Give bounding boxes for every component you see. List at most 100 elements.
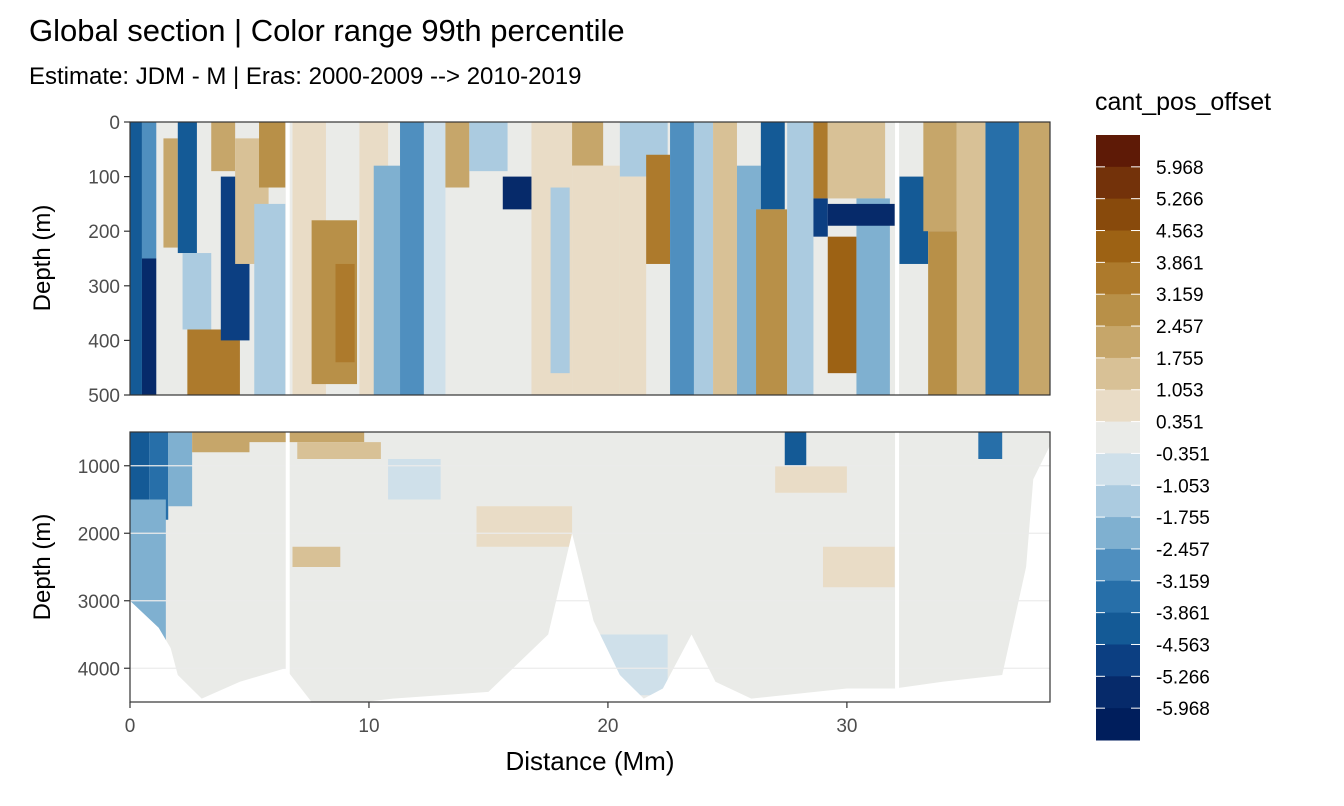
x-axis-label: Distance (Mm) <box>505 746 674 776</box>
field-cell <box>713 122 737 395</box>
legend-swatch <box>1096 166 1140 200</box>
data-gap <box>285 122 290 395</box>
legend-swatch <box>1096 421 1140 454</box>
field-cell <box>572 165 620 395</box>
field-cell <box>297 442 381 459</box>
legend-swatch <box>1096 612 1140 645</box>
field-cell <box>388 459 441 500</box>
x-tick-label: 10 <box>358 716 379 737</box>
x-tick-label: 20 <box>597 716 618 737</box>
legend-swatch <box>1096 135 1140 168</box>
field-cell <box>928 231 962 395</box>
field-cell <box>827 203 895 226</box>
chart-subtitle: Estimate: JDM - M | Eras: 2000-2009 --> … <box>29 63 581 90</box>
field-cell <box>476 506 573 547</box>
panel-frame <box>129 121 1051 396</box>
legend-swatch <box>1096 230 1140 263</box>
field-cell <box>450 187 532 395</box>
chart-title: Global section | Color range 99th percen… <box>29 13 625 48</box>
field-cell <box>445 122 470 188</box>
legend-label: 1.755 <box>1156 349 1204 370</box>
legend-swatch <box>1096 453 1140 486</box>
field-cell <box>572 122 604 166</box>
legend-swatch <box>1096 326 1140 359</box>
field-cell <box>177 122 197 254</box>
field-cell <box>550 187 570 374</box>
field-cell <box>423 122 446 395</box>
legend-swatch <box>1096 262 1140 295</box>
legend-title: cant_pos_offset <box>1095 88 1271 116</box>
field-cell <box>923 122 957 232</box>
legend-swatch <box>1096 517 1140 550</box>
legend-label: -3.861 <box>1156 604 1210 625</box>
legend-label: 5.968 <box>1156 158 1204 179</box>
y-tick-label: 4000 <box>78 659 120 680</box>
legend-swatch <box>1096 676 1140 709</box>
x-tick-label: 30 <box>836 716 857 737</box>
field-cell <box>141 122 157 259</box>
legend-label: 3.861 <box>1156 253 1204 274</box>
field-cell <box>182 253 212 330</box>
field-cell <box>827 236 857 374</box>
legend-label: -4.563 <box>1156 635 1210 656</box>
legend-swatch <box>1096 708 1140 741</box>
upper-panel: 0 100 200 300 400 500 <box>88 113 1051 407</box>
legend-label: -0.351 <box>1156 444 1210 465</box>
y-tick-label: 100 <box>88 168 120 189</box>
y-tick-label: 3000 <box>78 592 120 613</box>
data-gap <box>895 432 900 702</box>
field-cell <box>619 176 647 395</box>
field-cell <box>168 432 193 507</box>
field-cell <box>693 122 714 395</box>
legend-swatch <box>1096 357 1140 391</box>
field-cell <box>259 122 286 188</box>
legend-label: 1.053 <box>1156 381 1204 402</box>
field-cell <box>736 165 761 395</box>
y-tick-label: 400 <box>88 331 120 352</box>
seafloor-mask <box>130 445 1050 702</box>
field-cell <box>813 122 828 199</box>
legend-swatch <box>1096 294 1140 327</box>
legend-label: -2.457 <box>1156 540 1210 561</box>
field-cell <box>196 432 365 443</box>
field-cell <box>130 122 142 395</box>
field-cell <box>822 546 895 588</box>
field-cell <box>335 263 355 363</box>
legend-label: -5.968 <box>1156 699 1210 720</box>
field-cell <box>292 546 341 567</box>
y-tick-label: 500 <box>88 386 120 407</box>
panel-frame <box>129 431 1051 703</box>
data-gap <box>285 432 290 702</box>
field-cell <box>813 198 828 237</box>
field-cell <box>163 138 178 248</box>
lower-panel: 1000 2000 3000 4000 <box>78 431 1051 703</box>
legend-label: -3.159 <box>1156 572 1210 593</box>
field-cell <box>400 122 424 395</box>
field-cell <box>211 122 236 172</box>
x-axis: 0 10 20 30 <box>125 702 857 737</box>
legend-swatch <box>1096 548 1140 582</box>
field-cell <box>141 258 157 395</box>
y-tick-label: 0 <box>109 113 120 134</box>
legend-label: -5.266 <box>1156 667 1210 688</box>
legend-label: 4.563 <box>1156 222 1204 243</box>
field-cell <box>784 432 807 473</box>
legend-label: 3.159 <box>1156 285 1204 306</box>
y-tick-label: 200 <box>88 222 120 243</box>
legend-swatch <box>1096 389 1140 423</box>
y-tick-label: 1000 <box>78 457 120 478</box>
y-tick-label: 300 <box>88 277 120 298</box>
legend-label: 0.351 <box>1156 413 1204 434</box>
y-tick-label: 2000 <box>78 524 120 545</box>
field-cell <box>827 122 886 199</box>
y-axis-label-lower: Depth (m) <box>29 514 56 621</box>
field-cell <box>760 122 785 210</box>
field-cell <box>373 165 401 395</box>
legend-label: 5.266 <box>1156 190 1204 211</box>
x-tick-label: 0 <box>125 716 136 737</box>
legend-label: -1.755 <box>1156 508 1210 529</box>
field-cell <box>670 122 694 395</box>
field-cell <box>149 432 169 520</box>
field-cell <box>985 122 1019 395</box>
